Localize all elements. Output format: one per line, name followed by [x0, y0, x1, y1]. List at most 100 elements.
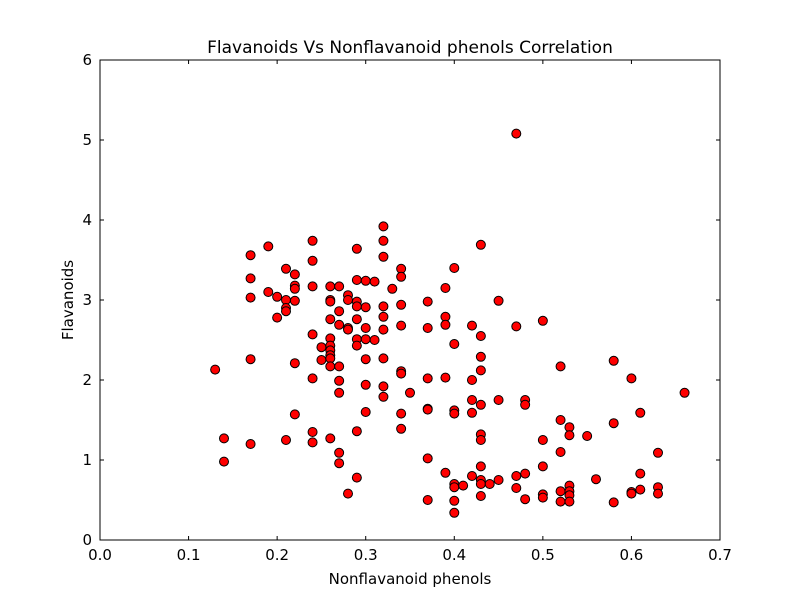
data-point — [475, 351, 486, 362]
data-point — [679, 387, 690, 398]
data-point — [289, 358, 300, 369]
data-point — [325, 296, 336, 307]
data-point — [653, 488, 663, 499]
data-point — [475, 365, 486, 376]
data-point — [591, 474, 601, 485]
data-point — [334, 447, 345, 458]
data-point — [608, 418, 619, 429]
data-point — [272, 312, 283, 323]
data-points — [210, 128, 690, 518]
data-point — [245, 292, 256, 303]
data-point — [369, 335, 380, 345]
data-point — [360, 275, 371, 286]
data-point — [396, 320, 407, 331]
data-point — [325, 433, 336, 444]
data-point — [378, 221, 389, 232]
data-point — [626, 373, 637, 384]
data-point — [467, 320, 477, 331]
data-point — [555, 415, 566, 425]
data-point — [307, 427, 318, 437]
data-point — [281, 263, 291, 274]
data-point — [289, 283, 300, 294]
data-point — [334, 387, 345, 398]
data-point — [325, 281, 336, 292]
data-point — [520, 494, 531, 505]
data-point — [378, 301, 389, 312]
data-point — [343, 324, 353, 335]
data-point — [475, 491, 486, 501]
data-point — [307, 255, 318, 266]
data-point — [378, 311, 389, 322]
data-point — [210, 364, 221, 375]
data-point — [378, 324, 389, 335]
x-tick-label: 0.2 — [265, 546, 289, 564]
data-point — [351, 314, 362, 325]
data-point — [351, 472, 362, 483]
data-point — [360, 302, 371, 313]
y-axis-label: Flavanoids — [59, 260, 77, 340]
data-point — [520, 399, 531, 410]
data-point — [378, 381, 389, 392]
x-tick-label: 0.6 — [619, 546, 643, 564]
data-point — [360, 407, 371, 417]
data-point — [334, 361, 345, 372]
data-point — [307, 281, 318, 292]
data-point — [351, 426, 362, 437]
data-point — [475, 435, 486, 445]
data-point — [325, 361, 336, 372]
data-point — [537, 492, 548, 503]
y-axis: 0 1 2 3 4 5 6 — [82, 51, 720, 549]
data-point — [360, 354, 371, 365]
data-point — [511, 471, 522, 481]
data-point — [475, 461, 486, 472]
data-point — [449, 482, 460, 493]
data-point — [307, 329, 318, 340]
data-point — [378, 391, 389, 402]
data-point — [511, 321, 522, 332]
data-point — [307, 235, 318, 246]
x-tick-label: 0.1 — [177, 546, 201, 564]
data-point — [316, 342, 327, 353]
y-tick-label: 4 — [82, 211, 92, 229]
data-point — [245, 273, 256, 284]
data-point — [493, 295, 504, 306]
data-point — [396, 408, 407, 419]
data-point — [537, 461, 548, 472]
data-point — [369, 276, 380, 287]
data-point — [422, 453, 433, 464]
data-point — [245, 439, 256, 449]
y-tick-label: 0 — [82, 531, 92, 549]
data-point — [334, 319, 345, 330]
data-point — [351, 340, 362, 351]
data-point — [325, 314, 336, 325]
data-point — [334, 458, 345, 469]
data-point — [440, 467, 451, 478]
data-point — [334, 306, 345, 317]
data-point — [396, 423, 407, 434]
data-point — [307, 373, 318, 384]
data-point — [378, 235, 389, 246]
data-point — [484, 479, 495, 489]
data-point — [378, 251, 389, 262]
data-point — [396, 299, 407, 310]
data-point — [555, 486, 566, 497]
data-point — [351, 301, 362, 312]
data-point — [467, 407, 477, 418]
data-point — [511, 483, 522, 493]
y-tick-label: 5 — [82, 131, 92, 149]
data-point — [449, 408, 460, 419]
data-point — [360, 323, 371, 333]
data-point — [653, 447, 663, 458]
data-point — [343, 295, 353, 305]
data-point — [537, 435, 548, 445]
data-point — [475, 331, 486, 341]
data-point — [422, 323, 433, 333]
data-point — [396, 368, 407, 379]
data-point — [555, 496, 566, 507]
data-point — [422, 373, 433, 384]
data-point — [449, 263, 460, 273]
data-point — [263, 287, 274, 297]
data-point — [475, 239, 486, 250]
x-axis-label: Nonflavanoid phenols — [329, 570, 492, 588]
